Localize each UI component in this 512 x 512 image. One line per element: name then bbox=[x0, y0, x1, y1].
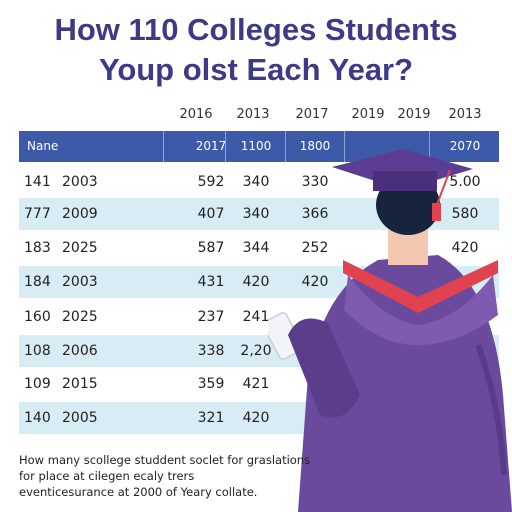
header-divider bbox=[225, 131, 226, 162]
header-cell: 2070 bbox=[449, 139, 481, 153]
table-cell: 592 bbox=[197, 174, 225, 190]
table-cell: 359 bbox=[197, 376, 225, 392]
header-divider bbox=[429, 131, 430, 162]
table-cell: 2003 bbox=[62, 274, 98, 290]
table-cell: 2,20 bbox=[240, 343, 272, 359]
year-label: 2019 bbox=[397, 107, 431, 122]
table-cell: 330 bbox=[301, 174, 329, 190]
header-name-cell: Nane bbox=[27, 139, 59, 153]
table-cell: 184 bbox=[24, 274, 51, 290]
tassel-icon bbox=[432, 203, 441, 221]
table-cell: 340 bbox=[242, 206, 270, 222]
caption-line: How many scollege studdent soclet for gr… bbox=[19, 453, 311, 467]
year-label: 2016 bbox=[179, 107, 213, 122]
table-cell: 108 bbox=[24, 343, 51, 359]
table-cell: 2025 bbox=[62, 309, 98, 325]
table-cell: 160 bbox=[24, 309, 51, 325]
table-cell: 407 bbox=[197, 206, 225, 222]
table-cell: 340 bbox=[242, 174, 270, 190]
table-cell: 241 bbox=[242, 309, 270, 325]
table-row: 160 2025 237 241 bbox=[19, 301, 499, 333]
table-cell: 5.00 bbox=[449, 174, 481, 190]
page-title-line2: Youp olst Each Year? bbox=[98, 52, 414, 87]
table-row: 141 2003 592 340 330 5.00 bbox=[19, 166, 499, 198]
table-cell: 431 bbox=[197, 274, 225, 290]
table-cell: 109 bbox=[24, 376, 51, 392]
header-divider bbox=[344, 131, 345, 162]
table-cell: 420 bbox=[301, 274, 329, 290]
caption-line: for place at cilegen ecaly trers bbox=[19, 469, 195, 483]
year-label: 2013 bbox=[448, 107, 482, 122]
table-row: 109 2015 359 421 bbox=[19, 368, 499, 400]
table-cell: 366 bbox=[301, 206, 329, 222]
caption: How many scollege studdent soclet for gr… bbox=[19, 452, 339, 500]
header-cell: 1800 bbox=[299, 139, 331, 153]
graduate-illustration bbox=[268, 149, 512, 512]
table-cell: 587 bbox=[197, 240, 225, 256]
table-cell: 344 bbox=[242, 240, 270, 256]
table-cell: 141 bbox=[24, 174, 51, 190]
table-cell: 421 bbox=[242, 376, 270, 392]
header-cell: 2017 bbox=[195, 139, 227, 153]
year-header-row: 2016 2013 2017 2019 2019 2013 bbox=[0, 107, 512, 125]
graduation-cap-icon bbox=[332, 149, 473, 190]
year-label: 2013 bbox=[236, 107, 270, 122]
stole-icon bbox=[343, 260, 498, 313]
table-cell: 2025 bbox=[62, 240, 98, 256]
table-cell: 183 bbox=[24, 240, 51, 256]
table-cell: 2009 bbox=[62, 206, 98, 222]
table-cell: 338 bbox=[197, 343, 225, 359]
table-cell: 2015 bbox=[62, 376, 98, 392]
table-cell: 777 bbox=[24, 206, 51, 222]
year-label: 2019 bbox=[351, 107, 385, 122]
table-cell: 2003 bbox=[62, 174, 98, 190]
table-cell: 140 bbox=[24, 410, 51, 426]
table-cell: 237 bbox=[197, 309, 225, 325]
header-cell: 1100 bbox=[240, 139, 272, 153]
header-divider bbox=[163, 131, 164, 162]
table-cell: 420 bbox=[451, 240, 479, 256]
caption-line: eventicesurance at 2000 of Yeary collate… bbox=[19, 485, 258, 499]
table-cell: 252 bbox=[301, 240, 329, 256]
page-title: How 110 Colleges Students bbox=[54, 12, 458, 47]
table-cell: 420 bbox=[242, 410, 270, 426]
table-row: 183 2025 587 344 252 420 bbox=[19, 232, 499, 264]
table-cell: 2005 bbox=[62, 410, 98, 426]
table-cell: 420 bbox=[242, 274, 270, 290]
table-cell: 2006 bbox=[62, 343, 98, 359]
header-divider bbox=[285, 131, 286, 162]
table-cell: 580 bbox=[451, 206, 479, 222]
table-cell: 321 bbox=[197, 410, 225, 426]
year-label: 2017 bbox=[295, 107, 329, 122]
